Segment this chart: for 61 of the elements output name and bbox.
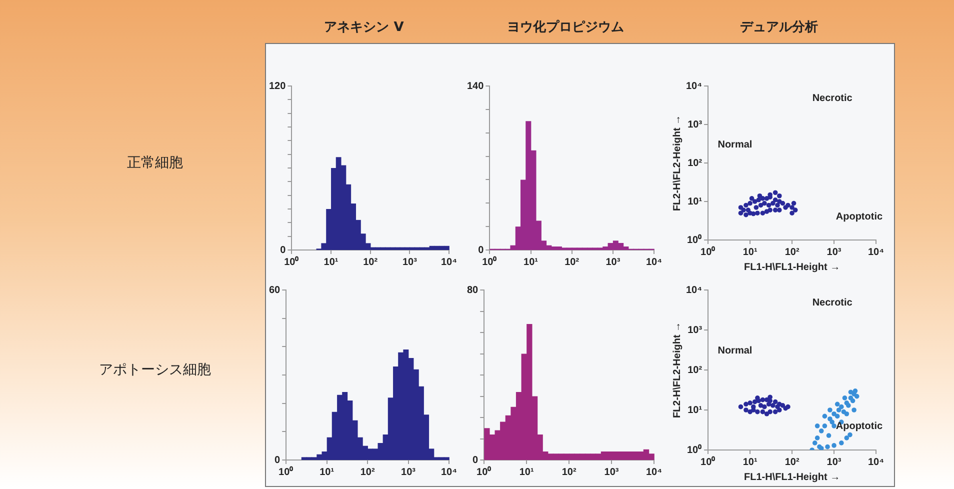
x-tick-label: 10¹	[524, 256, 539, 268]
chart-title: ヨウ化プロピジウム	[506, 18, 625, 36]
x-tick-label: 10⁰	[700, 456, 716, 468]
x-axis-title: FL1-H\FL1-Height →	[744, 472, 840, 483]
x-tick-label: 10³	[606, 256, 621, 268]
y-tick-label: 10⁴	[686, 80, 702, 92]
x-tick-label: 10⁴	[440, 256, 458, 268]
x-tick-label: 10⁰	[700, 246, 716, 258]
y-tick-label: 10³	[688, 324, 703, 336]
annotation: Necrotic	[812, 298, 853, 309]
y-tick-label: 140	[466, 80, 484, 92]
x-tick-label: 10²	[363, 256, 378, 268]
x-tick-label: 10¹	[742, 456, 758, 468]
x-tick-label: 10⁴	[646, 256, 662, 268]
y-tick-label: 0	[274, 454, 281, 466]
x-tick-label: 10⁴	[868, 456, 884, 468]
y-tick-label: 10²	[688, 158, 703, 169]
x-tick-label: 10³	[604, 466, 620, 478]
annotation: Normal	[718, 139, 752, 150]
y-tick-label: 0	[472, 454, 479, 466]
y-tick-label: 10²	[688, 364, 703, 376]
y-tick-label: 80	[467, 284, 479, 296]
x-tick-label: 10²	[784, 456, 800, 468]
text: 正常細胞	[126, 154, 184, 172]
chart-title: アネキシン V	[323, 19, 405, 36]
x-tick-label: 10¹	[742, 246, 758, 258]
y-tick-label: 10³	[688, 119, 703, 130]
x-tick-label: 10⁴	[646, 466, 662, 478]
y-tick-label: 10¹	[688, 196, 703, 208]
x-tick-label: 10²	[360, 466, 376, 478]
x-tick-label: 10¹	[324, 256, 339, 268]
y-tick-label: 120	[268, 80, 286, 92]
annotation: Normal	[718, 346, 752, 357]
annotation: Necrotic	[812, 93, 853, 104]
y-tick-label: 0	[280, 244, 286, 256]
x-tick-label: 10¹	[320, 466, 335, 478]
y-tick-label: 10⁰	[686, 444, 702, 456]
x-tick-label: 10³	[826, 456, 842, 468]
x-tick-label: 10²	[564, 256, 580, 268]
x-tick-label: 10¹	[519, 466, 534, 478]
x-tick-label: 10³	[826, 246, 842, 258]
x-tick-label: 10⁰	[482, 256, 498, 268]
x-tick-label: 10²	[784, 246, 800, 258]
y-tick-label: 0	[478, 244, 484, 256]
x-tick-label: 10⁴	[868, 246, 884, 258]
text: アポトーシス細胞	[98, 361, 212, 379]
y-tick-label: 10¹	[688, 404, 703, 416]
x-tick-label: 10³	[402, 256, 418, 268]
y-tick-label: 60	[269, 284, 281, 296]
x-axis-title: FL1-H\FL1-Height →	[744, 262, 840, 273]
y-axis-title: FL2-H\FL2-Height →	[672, 322, 683, 418]
y-axis-title: FL2-H\FL2-Height →	[672, 114, 683, 212]
x-tick-label: 10⁴	[440, 466, 458, 478]
x-tick-label: 10²	[562, 466, 577, 478]
annotation: Apoptotic	[836, 212, 883, 223]
y-tick-label: 10⁴	[686, 284, 702, 296]
chart-title: デュアル分析	[739, 19, 819, 36]
x-tick-label: 10³	[401, 466, 416, 478]
annotation: Apoptotic	[836, 420, 883, 432]
y-tick-label: 10⁰	[686, 234, 702, 246]
x-tick-label: 10⁰	[284, 256, 300, 268]
